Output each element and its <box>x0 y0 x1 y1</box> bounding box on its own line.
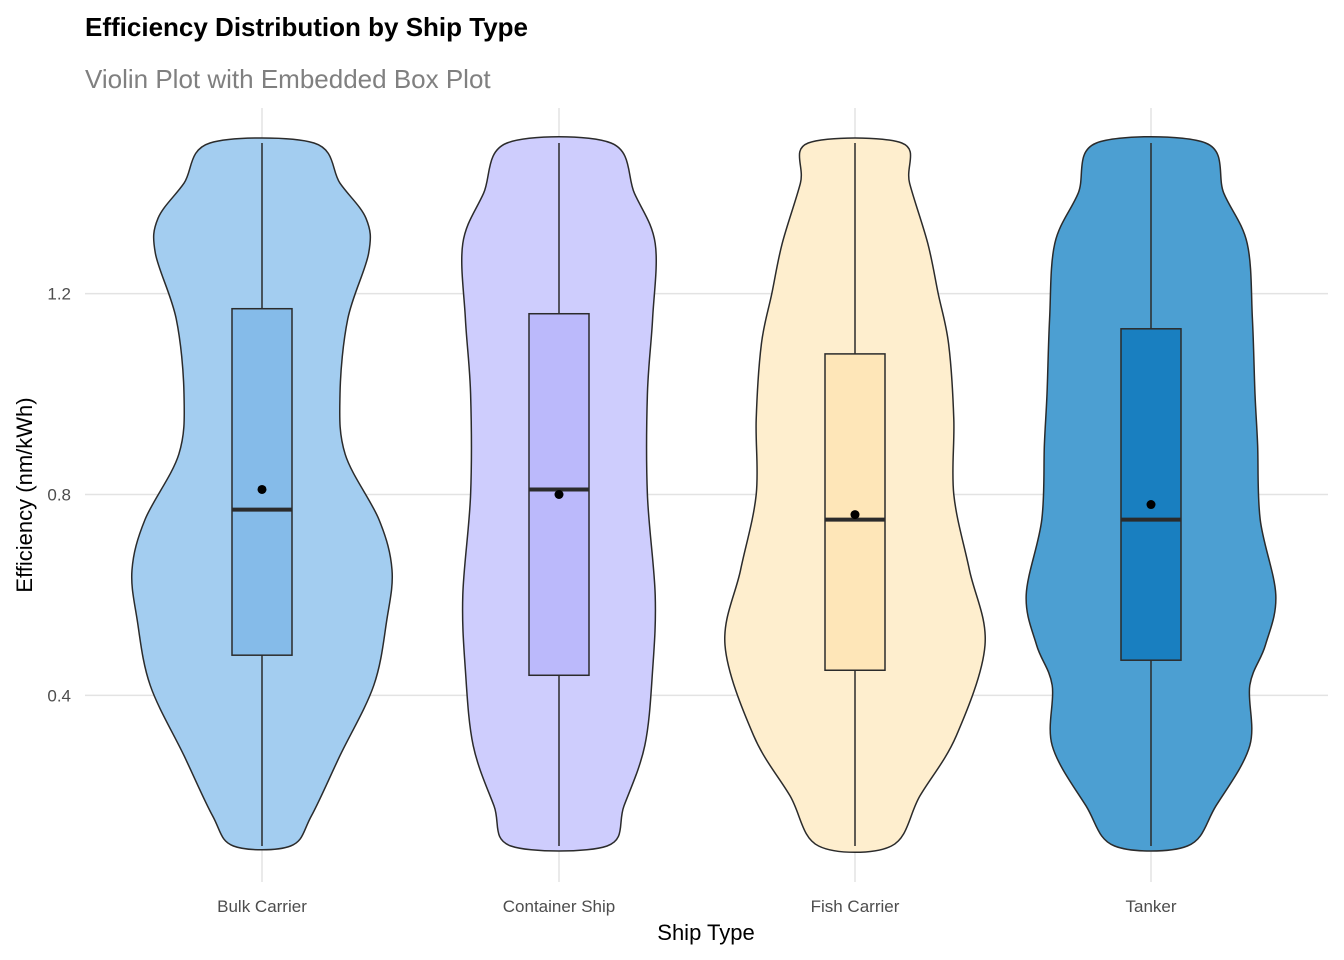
violin-layer <box>130 136 1277 853</box>
box-plot-rect <box>231 307 293 656</box>
y-tick-label: 0.4 <box>47 686 71 705</box>
x-axis-title: Ship Type <box>657 920 754 945</box>
y-axis-title: Efficiency (nm/kWh) <box>12 397 37 592</box>
violin-group <box>724 137 986 853</box>
y-tick-label: 1.2 <box>47 285 71 304</box>
mean-point <box>1146 500 1156 510</box>
x-tick-label: Tanker <box>1125 897 1176 916</box>
x-tick-label: Container Ship <box>503 897 615 916</box>
box-plot-rect <box>1120 328 1182 661</box>
x-tick-label: Fish Carrier <box>811 897 900 916</box>
mean-point <box>554 490 564 499</box>
chart-subtitle: Violin Plot with Embedded Box Plot <box>85 64 491 94</box>
violin-group <box>1025 136 1277 852</box>
x-tick-label: Bulk Carrier <box>217 897 307 916</box>
mean-point <box>850 510 860 520</box>
violin-group <box>461 136 657 852</box>
chart-title: Efficiency Distribution by Ship Type <box>85 12 528 42</box>
y-tick-label: 0.8 <box>47 486 71 505</box>
tick-layer: 0.4 0.8 1.2 Bulk Carrier Container Ship Fish … <box>47 285 1176 916</box>
violin-group <box>130 137 394 851</box>
mean-point <box>257 484 267 494</box>
